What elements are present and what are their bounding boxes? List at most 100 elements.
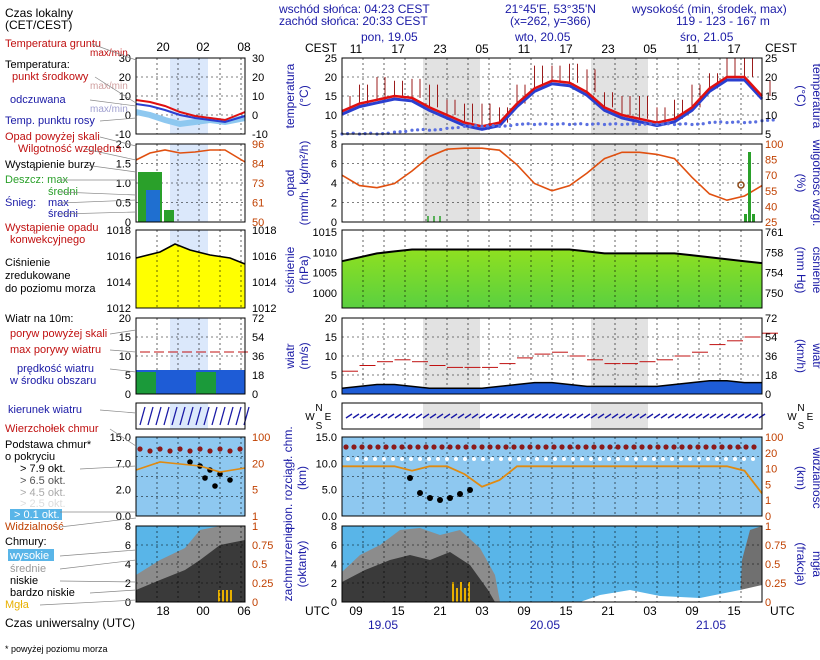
- wind-dir-panel: [341, 402, 763, 430]
- dew-point-dot: [579, 122, 583, 126]
- wind-axis-label-right: wiatr: [810, 342, 820, 368]
- cloud-top-dot: [591, 444, 597, 450]
- humidity-tick: 70: [765, 170, 777, 182]
- temp-right-tick: 20: [765, 72, 777, 84]
- wind-dir-arrow: [653, 413, 661, 419]
- wind-dir-arrow: [674, 413, 682, 419]
- wind-dir-arrow: [422, 413, 430, 419]
- temp-left-tick: 25: [325, 53, 337, 65]
- cloud-top-dot: [575, 444, 581, 450]
- wind-dir-arrow: [597, 413, 605, 419]
- pressure-left-tick: 1010: [313, 247, 337, 259]
- day-label-bottom: 21.05: [696, 618, 726, 632]
- storm-marker: [737, 181, 745, 189]
- humidity-tick: 55: [765, 186, 777, 198]
- legend-conv2: konwekcyjnego: [10, 234, 85, 246]
- cloud-base-dot: [625, 457, 629, 461]
- dew-point-dot: [421, 127, 425, 132]
- fog-axis-label: mgła: [810, 551, 820, 577]
- legend-connector: [91, 43, 137, 61]
- wind-dir-arrow: [387, 413, 395, 419]
- night-band: [423, 403, 480, 429]
- wind-dir-arrow: [548, 413, 556, 419]
- pressure-area: [342, 249, 762, 308]
- legend-wind-arrow: [219, 406, 226, 426]
- cloud-base-dot: [463, 457, 467, 461]
- cloud-top-dot: [639, 444, 645, 450]
- wind-dir-arrow: [450, 413, 458, 419]
- compass-letter: W: [305, 412, 315, 423]
- legend-fog-tick: 1: [252, 521, 258, 533]
- wind-dir-arrow: [478, 413, 486, 419]
- legend-wind-speed2: w środku obszaru: [9, 375, 96, 387]
- night-band: [423, 318, 480, 394]
- precip-left-tick: 6: [331, 159, 337, 171]
- wind-dir-arrow: [394, 413, 402, 419]
- wind-dir-arrow: [492, 413, 500, 419]
- legend-temp-tick-right: 20: [252, 72, 264, 84]
- legend-temp-tick: 30: [119, 53, 131, 65]
- legend-wind-tick: 0: [125, 389, 131, 401]
- cloud-base-dot: [598, 457, 602, 461]
- legend-dir-panel: [135, 402, 246, 430]
- temp-left-tick: 5: [331, 129, 337, 141]
- compass-letter-right: W: [787, 412, 797, 423]
- legend-wind-tick: 10: [119, 351, 131, 363]
- fog-bar: [456, 588, 458, 602]
- legend-hour-bottom: 00: [196, 604, 210, 618]
- dew-point-dot: [626, 122, 630, 126]
- legend-cloud-tick: 2.0: [116, 485, 131, 497]
- sunrise-text: wschód słońca: 04:23 CEST: [279, 2, 430, 16]
- legend-press-tick-right: 1014: [252, 277, 276, 289]
- dew-point-dot: [480, 124, 484, 128]
- wind-dir-arrow: [639, 413, 647, 419]
- legend-cloud-base1: Podstawa chmur*: [5, 439, 92, 451]
- cloud-base-dot: [427, 495, 433, 501]
- dew-point-dot: [515, 122, 519, 127]
- legend-snow-max: max: [48, 197, 69, 209]
- cloud-top-dot: [543, 444, 549, 450]
- pressure-left-tick: 1005: [313, 268, 337, 280]
- wind-dir-arrow: [604, 413, 612, 419]
- wind-left-tick: 20: [325, 313, 337, 325]
- dew-point-dot: [439, 127, 443, 132]
- legend-wind-tick-right: 36: [252, 351, 264, 363]
- cloud-top-dot: [359, 444, 365, 450]
- legend-connector: [99, 136, 137, 147]
- legend-low: niskie: [10, 575, 38, 587]
- legend-fog-bar: [226, 590, 228, 602]
- dew-point-dot: [410, 128, 414, 132]
- legend-wind-arrow: [227, 406, 234, 426]
- legend-high-box: [8, 549, 54, 561]
- legend-press-tick: 1012: [107, 303, 131, 315]
- wind-dir-arrow: [429, 413, 437, 419]
- legend-low-cloud-area: [136, 540, 245, 602]
- precip-left-tick: 0: [331, 217, 337, 229]
- humidity-tick: 40: [765, 201, 777, 213]
- legend-okt65: > 6.5 okt.: [20, 475, 66, 487]
- legend-press-tick-right: 1012: [252, 303, 276, 315]
- dew-point-dot: [392, 130, 397, 134]
- precip-axis-unit: (mm/h, kg/m²/h): [297, 141, 311, 226]
- dew-point-dot: [736, 120, 740, 124]
- legend-cover-tick: 6: [125, 540, 131, 552]
- precip-left-tick: 4: [331, 178, 337, 190]
- legend-wind-arrow: [163, 406, 170, 426]
- legend-precip-tick: 1.0: [116, 178, 131, 190]
- legend-rain-bar: [164, 210, 174, 222]
- legend-okt45: > 4.5 okt.: [20, 487, 66, 499]
- legend-high: wysokie: [9, 550, 49, 562]
- legend-temp-tick: 0: [125, 110, 131, 122]
- wind-dir-arrow: [576, 413, 584, 419]
- legend-connector: [59, 199, 137, 204]
- fog-tick: 0.75: [765, 540, 786, 552]
- cloud-top-dot: [671, 444, 677, 450]
- hour-label-top: 23: [601, 42, 615, 56]
- legend-wind-tick-right: 72: [252, 313, 264, 325]
- legend-cloud-top-dot: [167, 448, 173, 454]
- cloud-top-dot: [743, 444, 749, 450]
- cloud-base-dot: [733, 457, 737, 461]
- dew-point-dot: [748, 120, 752, 124]
- legend-perceived-line: [135, 103, 246, 124]
- legend-press-panel: [135, 229, 246, 309]
